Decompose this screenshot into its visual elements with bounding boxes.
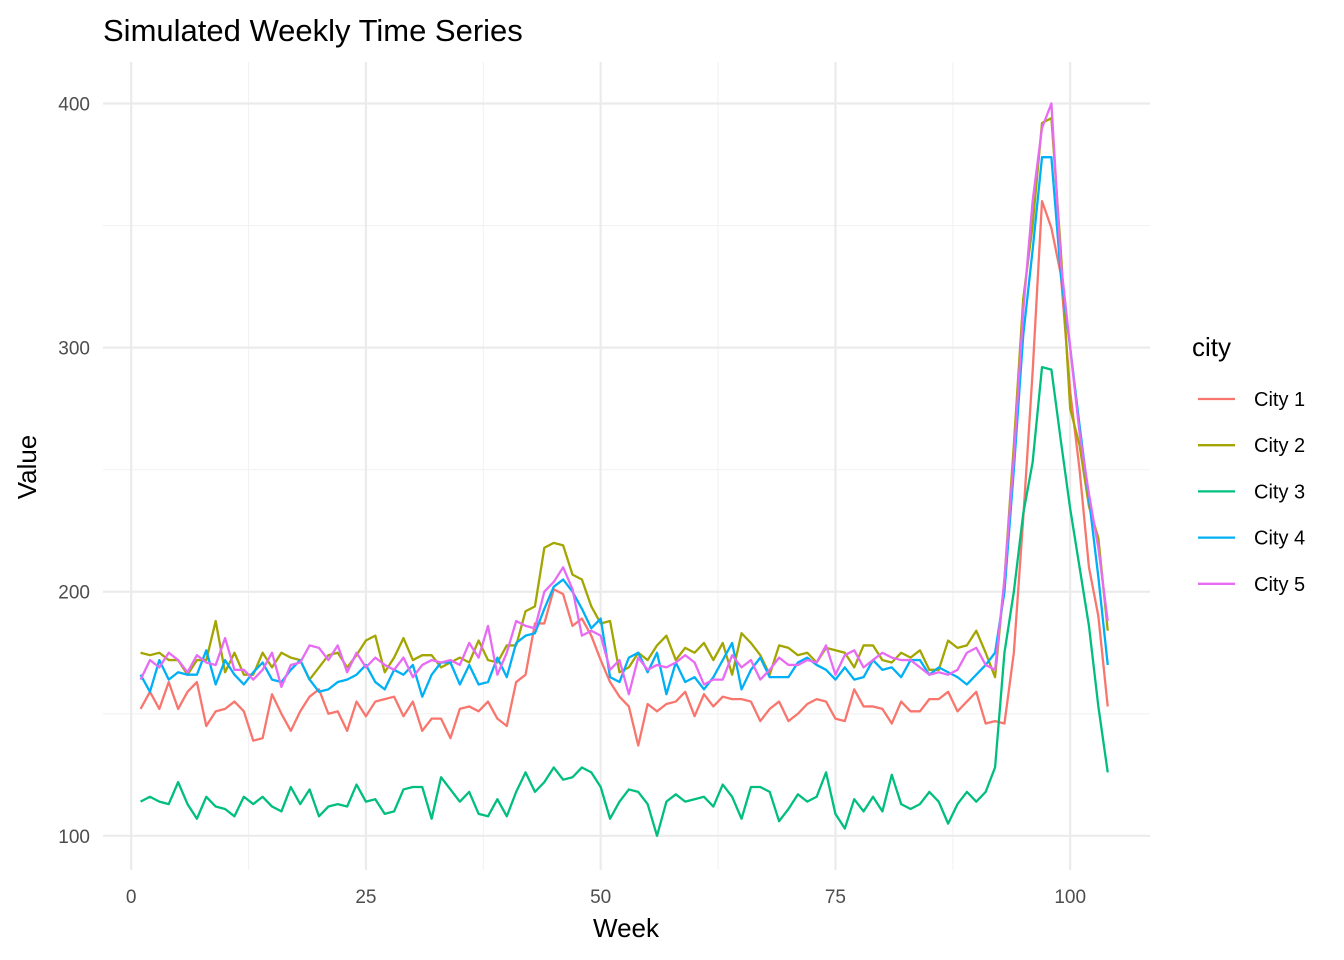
legend-items: City 1 City 2 City 3 City 4 City 5 bbox=[1198, 389, 1305, 596]
series-lines bbox=[139, 102, 1109, 837]
y-tick-label: 400 bbox=[58, 94, 90, 115]
x-axis-tick-labels: 0 25 50 75 100 bbox=[126, 887, 1086, 908]
y-axis-tick-labels: 100 200 300 400 bbox=[58, 94, 90, 847]
legend-label-city-4: City 4 bbox=[1254, 528, 1305, 550]
y-tick-label: 300 bbox=[58, 339, 90, 360]
y-tick-label: 200 bbox=[58, 583, 90, 604]
legend-label-city-5: City 5 bbox=[1254, 574, 1305, 596]
minor-gridlines bbox=[103, 62, 1150, 870]
legend-label-city-1: City 1 bbox=[1254, 389, 1305, 411]
series-line-city-3 bbox=[140, 365, 1109, 837]
series-line-city-1 bbox=[139, 199, 1109, 747]
legend-label-city-2: City 2 bbox=[1254, 435, 1305, 457]
y-tick-label: 100 bbox=[58, 827, 90, 848]
x-tick-label: 100 bbox=[1054, 887, 1086, 908]
x-tick-label: 0 bbox=[126, 887, 137, 908]
legend-title: city bbox=[1192, 332, 1231, 362]
series-line-city-4 bbox=[139, 156, 1109, 698]
y-axis-title: Value bbox=[12, 435, 42, 500]
x-tick-label: 75 bbox=[825, 887, 846, 908]
legend: city City 1 City 2 City 3 City 4 City 5 bbox=[1192, 332, 1305, 596]
x-tick-label: 25 bbox=[355, 887, 376, 908]
series-line-city-5 bbox=[139, 102, 1109, 696]
series-line-city-2 bbox=[140, 117, 1109, 681]
major-gridlines bbox=[103, 62, 1150, 870]
chart-title: Simulated Weekly Time Series bbox=[103, 13, 523, 48]
x-axis-title: Week bbox=[593, 913, 660, 943]
x-tick-label: 50 bbox=[590, 887, 611, 908]
legend-label-city-3: City 3 bbox=[1254, 481, 1305, 503]
